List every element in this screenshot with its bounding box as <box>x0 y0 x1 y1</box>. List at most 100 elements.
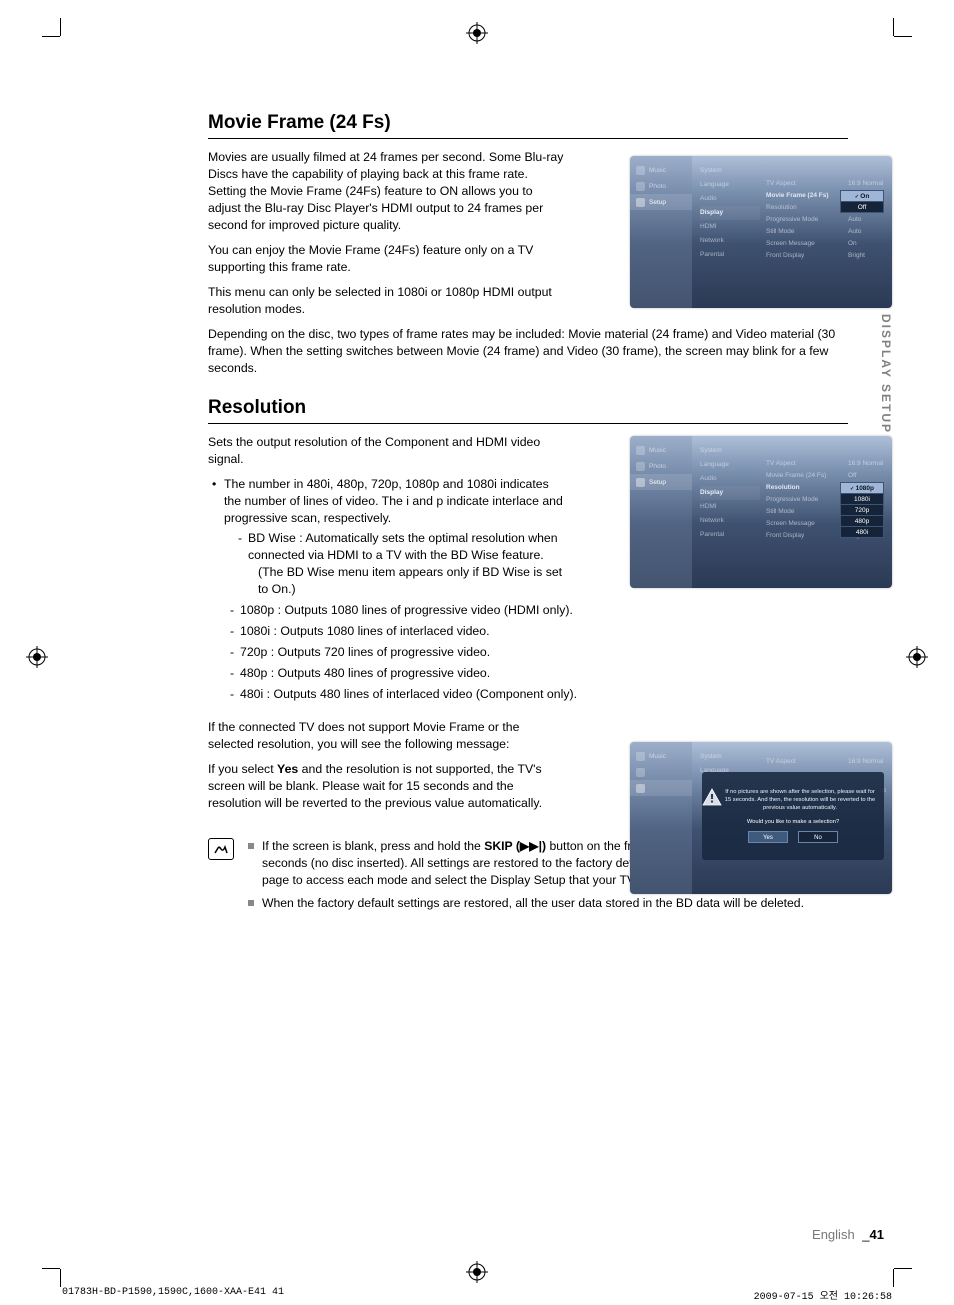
gear-icon <box>636 478 645 487</box>
osd-side-photo: Photo <box>630 458 692 474</box>
osd-menu-item: Network <box>700 234 760 248</box>
crop-mark <box>894 36 912 37</box>
osd-menu-item: Audio <box>700 192 760 206</box>
osd-setting: TV Aspect <box>766 756 846 768</box>
registration-mark-left <box>26 646 48 668</box>
osd-value: 16:9 Normal <box>848 458 888 470</box>
osd-setting: Front Display <box>766 530 846 542</box>
crop-mark <box>894 1268 912 1269</box>
crop-mark <box>893 1269 894 1287</box>
osd-menu-item: Language <box>700 178 760 192</box>
section-tab-label: DISPLAY SETUP <box>879 314 893 434</box>
note-icon <box>208 838 234 860</box>
osd-setting: TV Aspect <box>766 178 846 190</box>
osd-side-music: Music <box>630 162 692 178</box>
note-item: When the factory default settings are re… <box>248 895 838 912</box>
osd-setting: Screen Message <box>766 238 846 250</box>
crop-mark <box>42 1268 60 1269</box>
body-text: If you select Yes and the resolution is … <box>208 761 568 812</box>
footer-language: English <box>812 1227 855 1242</box>
osd-side-photo <box>630 764 692 780</box>
text-yes-bold: Yes <box>277 762 298 776</box>
osd-screenshot-dialog: Music System Language TV Aspect 16:9 Nor… <box>630 742 892 894</box>
osd-menu-item: HDMI <box>700 500 760 514</box>
crop-mark <box>42 36 60 37</box>
body-text: Movies are usually filmed at 24 frames p… <box>208 149 568 234</box>
osd-side-music: Music <box>630 748 692 764</box>
osd-menu-item: System <box>700 164 760 178</box>
page-footer: English _41 <box>812 1227 884 1242</box>
osd-menu-item: System <box>700 750 760 764</box>
osd-popup-item: 480i <box>840 526 884 538</box>
list-item: The number in 480i, 480p, 720p, 1080p an… <box>216 476 568 599</box>
print-footer-left: 01783H-BD-P1590,1590C,1600-XAA-E41 41 <box>62 1287 284 1303</box>
osd-dialog-text: If no pictures are shown after the selec… <box>724 789 876 812</box>
osd-value: 16:9 Normal <box>848 178 888 190</box>
body-text: If the connected TV does not support Mov… <box>208 719 568 753</box>
osd-popup: 1080p1080i720p480p480i <box>840 482 884 537</box>
warning-icon <box>702 788 722 806</box>
osd-screenshot-movie-frame: Music Photo Setup System Language Audio … <box>630 156 892 308</box>
osd-setting: Still Mode <box>766 226 846 238</box>
text-span: If you select <box>208 762 277 776</box>
registration-mark-bottom <box>466 1261 488 1283</box>
osd-setting: Resolution <box>766 202 846 214</box>
list-item: BD Wise : Automatically sets the optimal… <box>238 530 568 598</box>
osd-menu-item: Network <box>700 514 760 528</box>
osd-values-col: 16:9 Normal <box>848 756 888 768</box>
list-item: 480i : Outputs 480 lines of interlaced v… <box>230 686 808 703</box>
list-item-text: BD Wise : Automatically sets the optimal… <box>248 531 558 562</box>
crop-mark <box>60 1269 61 1287</box>
osd-side-photo: Photo <box>630 178 692 194</box>
osd-menu-item: Parental <box>700 248 760 262</box>
osd-warning-dialog: If no pictures are shown after the selec… <box>702 772 884 860</box>
osd-menu-item: Parental <box>700 528 760 542</box>
osd-settings-col: TV AspectMovie Frame (24 Fs)ResolutionPr… <box>766 178 846 262</box>
osd-dialog-yes-button: Yes <box>748 831 788 843</box>
osd-menu-item: Audio <box>700 472 760 486</box>
osd-menu: System Language Audio Display HDMI Netwo… <box>700 164 760 262</box>
osd-menu-item: Display <box>700 486 760 500</box>
osd-value: 16:9 Normal <box>848 756 888 768</box>
body-text: Depending on the disc, two types of fram… <box>208 326 838 377</box>
osd-setting: Progressive Mode <box>766 214 846 226</box>
osd-settings-col: TV AspectMovie Frame (24 Fs)ResolutionPr… <box>766 458 846 542</box>
osd-screenshot-resolution: Music Photo Setup System Language Audio … <box>630 436 892 588</box>
osd-dialog-question: Would you like to make a selection? <box>747 819 839 825</box>
heading-movie-frame: Movie Frame (24 Fs) <box>208 112 848 139</box>
osd-setting: Progressive Mode <box>766 494 846 506</box>
osd-setting: Movie Frame (24 Fs) <box>766 470 846 482</box>
osd-sidebar: Music Photo Setup <box>630 436 692 588</box>
crop-mark <box>893 18 894 36</box>
body-text: This menu can only be selected in 1080i … <box>208 284 568 318</box>
gear-icon <box>636 198 645 207</box>
osd-value: Auto <box>848 214 888 226</box>
osd-side-setup: Setup <box>630 474 692 490</box>
osd-side-setup: Setup <box>630 194 692 210</box>
list-item-note: (The BD Wise menu item appears only if B… <box>248 564 568 598</box>
list-item: 720p : Outputs 720 lines of progressive … <box>230 644 808 661</box>
body-text: You can enjoy the Movie Frame (24Fs) fea… <box>208 242 568 276</box>
osd-menu: System Language Audio Display HDMI Netwo… <box>700 444 760 542</box>
osd-value: Bright <box>848 250 888 262</box>
osd-menu-item: Language <box>700 458 760 472</box>
osd-settings-col: TV Aspect <box>766 756 846 768</box>
osd-menu-item: System <box>700 444 760 458</box>
osd-sidebar: Music <box>630 742 692 894</box>
footer-page-number: 41 <box>870 1227 884 1242</box>
osd-value: Auto <box>848 226 888 238</box>
text-span: If the screen is blank, press and hold t… <box>262 839 484 853</box>
osd-setting: TV Aspect <box>766 458 846 470</box>
osd-setting: Still Mode <box>766 506 846 518</box>
list-item: 480p : Outputs 480 lines of progressive … <box>230 665 808 682</box>
osd-value: Off <box>848 470 888 482</box>
osd-setting: Movie Frame (24 Fs) <box>766 190 846 202</box>
osd-sidebar: Music Photo Setup <box>630 156 692 308</box>
print-footer-right: 2009-07-15 오전 10:26:58 <box>754 1287 892 1303</box>
list-item: 1080i : Outputs 1080 lines of interlaced… <box>230 623 808 640</box>
osd-value: On <box>848 238 888 250</box>
heading-resolution: Resolution <box>208 397 848 424</box>
body-text: Sets the output resolution of the Compon… <box>208 434 568 468</box>
osd-popup-item: Off <box>840 201 884 213</box>
osd-dialog-no-button: No <box>798 831 838 843</box>
